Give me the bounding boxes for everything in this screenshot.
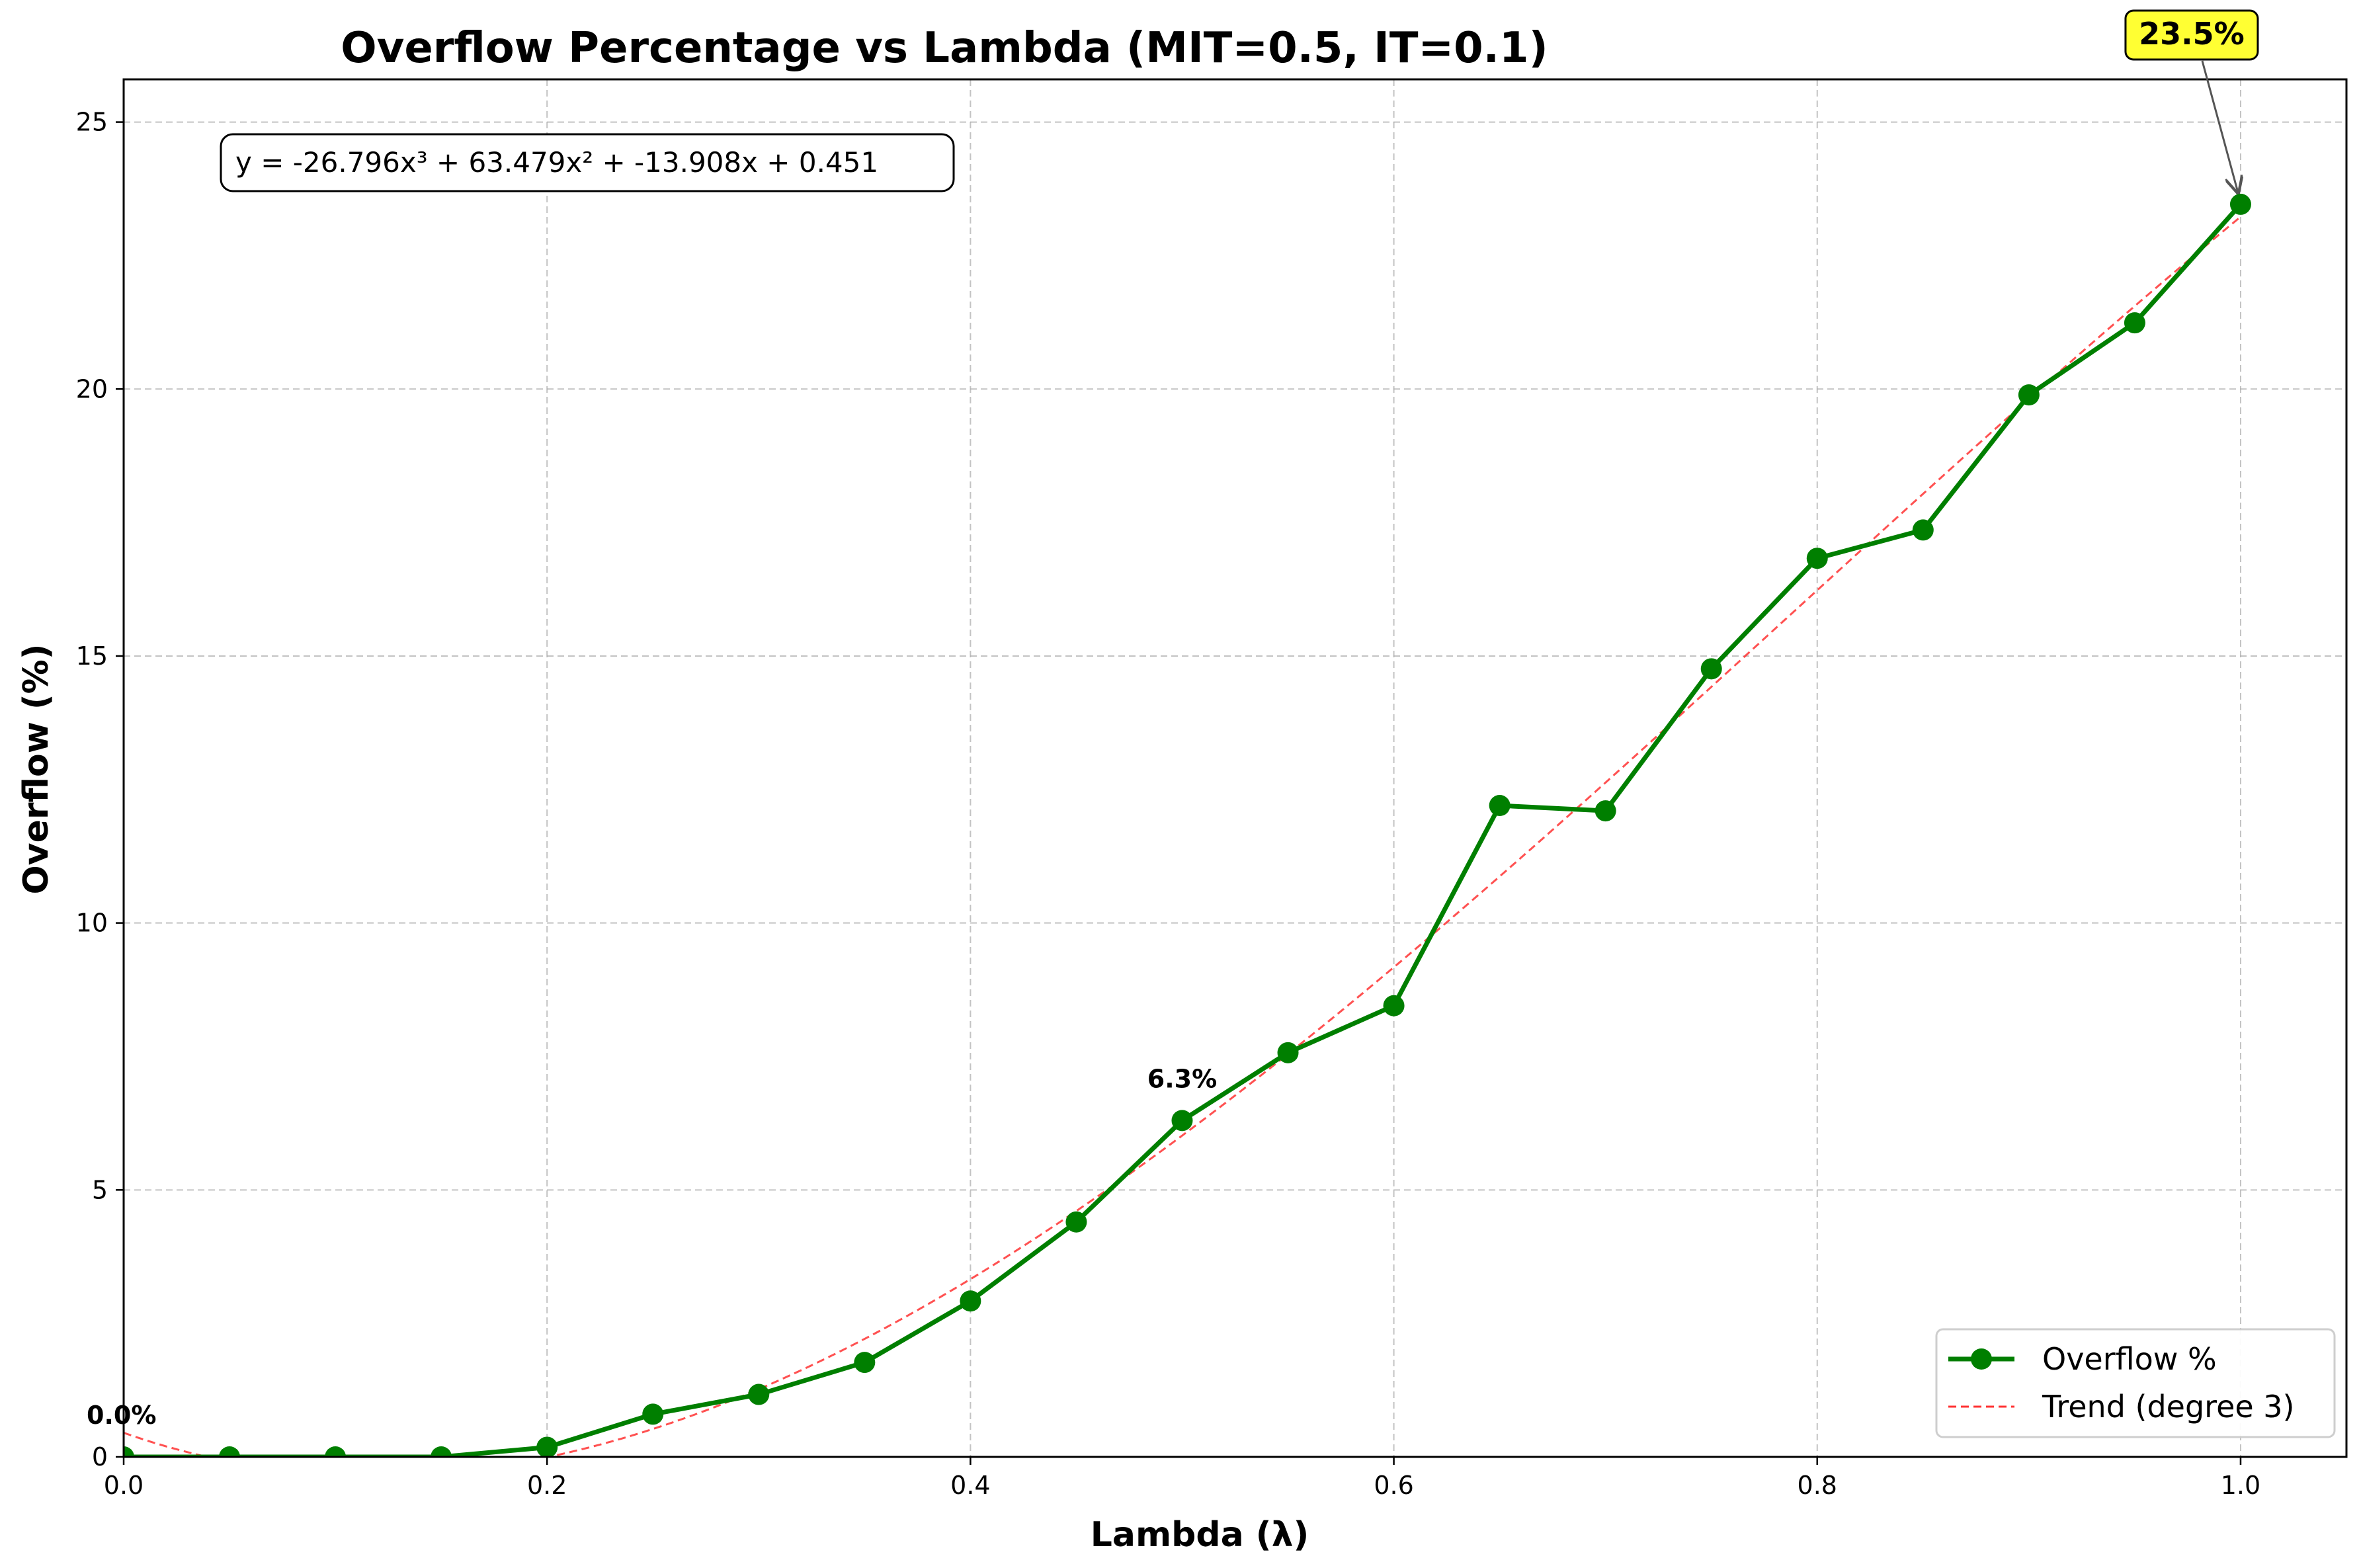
grid-lines xyxy=(123,79,2346,1458)
legend-label-trend: Trend (degree 3) xyxy=(2042,1389,2295,1424)
x-tick-label: 1.0 xyxy=(2221,1471,2260,1500)
trend-equation-text: y = -26.796x³ + 63.479x² + -13.908x + 0.… xyxy=(235,146,878,179)
overflow-data-point xyxy=(960,1290,981,1312)
overflow-data-point xyxy=(854,1352,876,1374)
trend-series xyxy=(124,216,2241,1457)
peak-annotation-label: 23.5% xyxy=(2139,16,2245,52)
y-tick-label: 25 xyxy=(76,108,108,137)
overflow-data-point xyxy=(1489,795,1511,817)
chart-title: Overflow Percentage vs Lambda (MIT=0.5, … xyxy=(341,24,1548,73)
x-tick-label: 0.6 xyxy=(1374,1471,1413,1500)
x-tick-label: 0.2 xyxy=(527,1471,567,1500)
equation-box-frame xyxy=(220,133,955,192)
overflow-data-point xyxy=(1595,800,1616,822)
y-axis-label: Overflow (%) xyxy=(17,643,56,894)
legend-overflow-marker-swatch xyxy=(1971,1348,1992,1370)
legend-label-overflow: Overflow % xyxy=(2042,1341,2217,1377)
axis-ticks: 0.0 0.2 0.4 0.6 0.8 1.0 0 5 10 15 20 25 xyxy=(76,108,2261,1500)
overflow-data-point xyxy=(219,1446,241,1457)
trend-line xyxy=(124,216,2241,1457)
overflow-data-point xyxy=(1700,658,1722,680)
overflow-series xyxy=(124,193,2251,1457)
x-tick-label: 0.8 xyxy=(1798,1471,1837,1500)
x-tick-label: 0.4 xyxy=(950,1471,990,1500)
y-tick-label: 5 xyxy=(92,1175,108,1204)
trend-equation-box: y = -26.796x³ + 63.479x² + -13.908x + 0.… xyxy=(220,133,955,192)
overflow-data-point xyxy=(1065,1211,1087,1233)
overflow-data-point xyxy=(431,1446,452,1457)
overflow-data-point xyxy=(1912,519,1934,541)
legend-frame xyxy=(1935,1328,2336,1438)
overflow-data-point xyxy=(1383,995,1405,1016)
overflow-data-point xyxy=(642,1403,664,1425)
y-tick-label: 0 xyxy=(92,1442,108,1471)
overflow-data-point xyxy=(748,1383,770,1405)
y-tick-label: 10 xyxy=(76,909,108,938)
peak-annotation-box xyxy=(2124,9,2259,61)
overflow-data-point xyxy=(1277,1042,1299,1063)
peak-annotation-arrow xyxy=(2201,60,2238,192)
overflow-data-point xyxy=(124,1446,134,1457)
overflow-data-point xyxy=(1171,1110,1193,1132)
x-axis-label: Lambda (λ) xyxy=(1091,1515,1309,1555)
overflow-data-point xyxy=(2124,312,2145,334)
overflow-data-point xyxy=(2018,384,2040,406)
point-annotations: 0.0% 6.3% 23.5% xyxy=(87,9,2259,1430)
x-tick-label: 0.0 xyxy=(104,1471,144,1500)
overflow-data-point xyxy=(1806,548,1828,569)
overflow-data-point xyxy=(325,1446,347,1457)
overflow-data-point xyxy=(2229,193,2251,215)
chart-legend: Overflow % Trend (degree 3) xyxy=(1935,1328,2336,1438)
midpoint-value-annotation: 6.3% xyxy=(1147,1064,1217,1093)
y-tick-label: 20 xyxy=(76,374,108,403)
plot-area-frame xyxy=(122,78,2348,1458)
y-tick-label: 15 xyxy=(76,641,108,671)
overflow-data-point xyxy=(536,1436,558,1457)
start-value-annotation: 0.0% xyxy=(87,1401,156,1430)
